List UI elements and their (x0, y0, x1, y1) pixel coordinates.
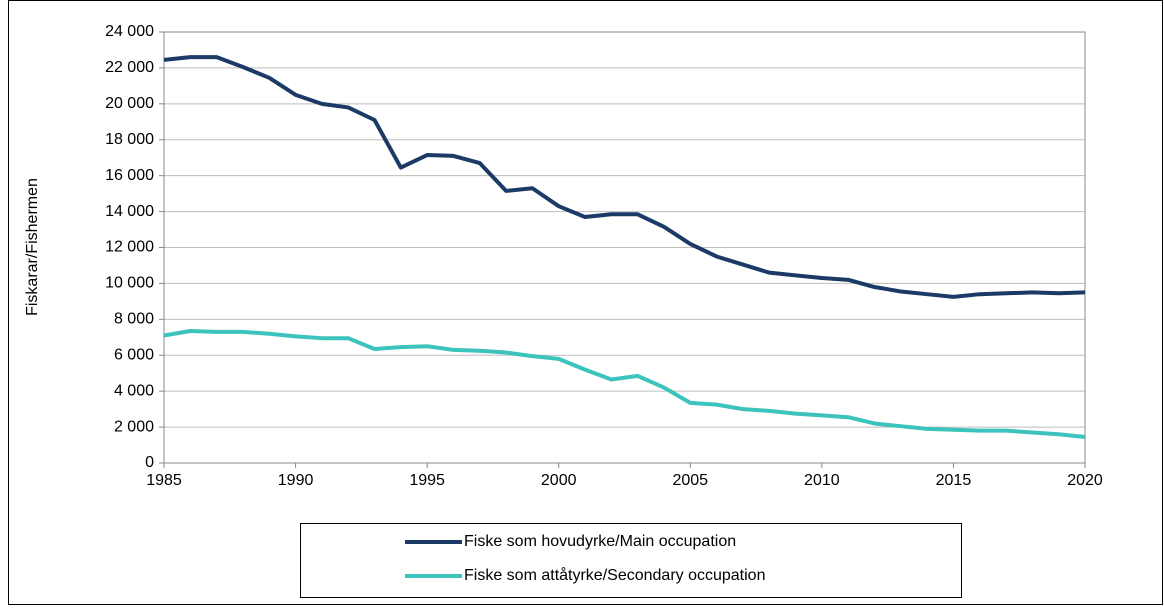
y-tick-label: 18 000 (105, 131, 154, 148)
y-tick-label: 10 000 (105, 275, 154, 292)
legend-label: Fiske som attåtyrke/Secondary occupation (464, 566, 765, 584)
x-tick-label: 2000 (541, 472, 577, 489)
legend-label: Fiske som hovudyrke/Main occupation (464, 533, 736, 550)
y-axis-label: Fiskarar/Fishermen (24, 178, 41, 316)
plot-border (163, 31, 1086, 464)
x-tick-label: 2020 (1067, 472, 1103, 489)
legend-box (300, 523, 962, 598)
x-tick-label: 1990 (278, 472, 314, 489)
y-tick-label: 0 (145, 454, 154, 471)
y-tick-label: 4 000 (114, 382, 154, 399)
y-tick-label: 16 000 (105, 167, 154, 184)
y-tick-label: 2 000 (114, 418, 154, 435)
x-tick-label: 1985 (146, 472, 182, 489)
chart-frame (8, 0, 1163, 605)
x-tick-label: 1995 (409, 472, 445, 489)
y-tick-label: 8 000 (114, 311, 154, 328)
y-tick-label: 22 000 (105, 59, 154, 76)
y-tick-label: 24 000 (105, 23, 154, 40)
y-tick-label: 6 000 (114, 346, 154, 363)
series-line (163, 55, 1086, 299)
x-tick-label: 2010 (804, 472, 840, 489)
y-tick-label: 12 000 (105, 239, 154, 256)
x-tick-label: 2015 (936, 472, 972, 489)
x-tick-label: 2005 (672, 472, 708, 489)
series-line (163, 329, 1086, 439)
y-tick-label: 14 000 (105, 203, 154, 220)
y-tick-label: 20 000 (105, 95, 154, 112)
